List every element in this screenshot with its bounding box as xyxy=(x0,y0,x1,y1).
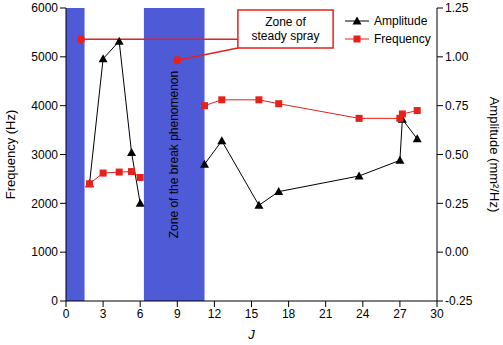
svg-text:Zone ofsteady spray: Zone ofsteady spray xyxy=(251,15,319,43)
svg-text:3000: 3000 xyxy=(31,148,58,162)
svg-text:6000: 6000 xyxy=(31,1,58,15)
svg-text:2000: 2000 xyxy=(31,197,58,211)
svg-text:Zone of the break phenomenon: Zone of the break phenomenon xyxy=(167,71,181,238)
svg-text:-0.25: -0.25 xyxy=(445,294,473,308)
svg-text:1000: 1000 xyxy=(31,245,58,259)
svg-text:0.25: 0.25 xyxy=(445,197,469,211)
svg-text:Amplitude (mm²/Hz): Amplitude (mm²/Hz) xyxy=(487,97,502,213)
svg-text:21: 21 xyxy=(319,307,333,321)
svg-text:5000: 5000 xyxy=(31,50,58,64)
svg-text:15: 15 xyxy=(245,307,259,321)
html-text:Amplitude: Amplitude xyxy=(374,14,428,28)
svg-text:6: 6 xyxy=(137,307,144,321)
svg-text:4000: 4000 xyxy=(31,99,58,113)
svg-text:3: 3 xyxy=(100,307,107,321)
svg-text:30: 30 xyxy=(430,307,444,321)
html-text:Frequency: Frequency xyxy=(374,32,431,46)
svg-text:9: 9 xyxy=(174,307,181,321)
svg-text:1.00: 1.00 xyxy=(445,50,469,64)
svg-text:0: 0 xyxy=(51,294,58,308)
svg-text:0: 0 xyxy=(63,307,70,321)
svg-text:J: J xyxy=(247,327,255,342)
svg-text:27: 27 xyxy=(393,307,407,321)
svg-text:Frequency (Hz): Frequency (Hz) xyxy=(3,110,18,200)
svg-text:12: 12 xyxy=(208,307,222,321)
svg-text:0.75: 0.75 xyxy=(445,99,469,113)
svg-text:18: 18 xyxy=(282,307,296,321)
svg-text:0.50: 0.50 xyxy=(445,148,469,162)
svg-text:24: 24 xyxy=(356,307,370,321)
svg-text:0.00: 0.00 xyxy=(445,245,469,259)
svg-text:1.25: 1.25 xyxy=(445,1,469,15)
